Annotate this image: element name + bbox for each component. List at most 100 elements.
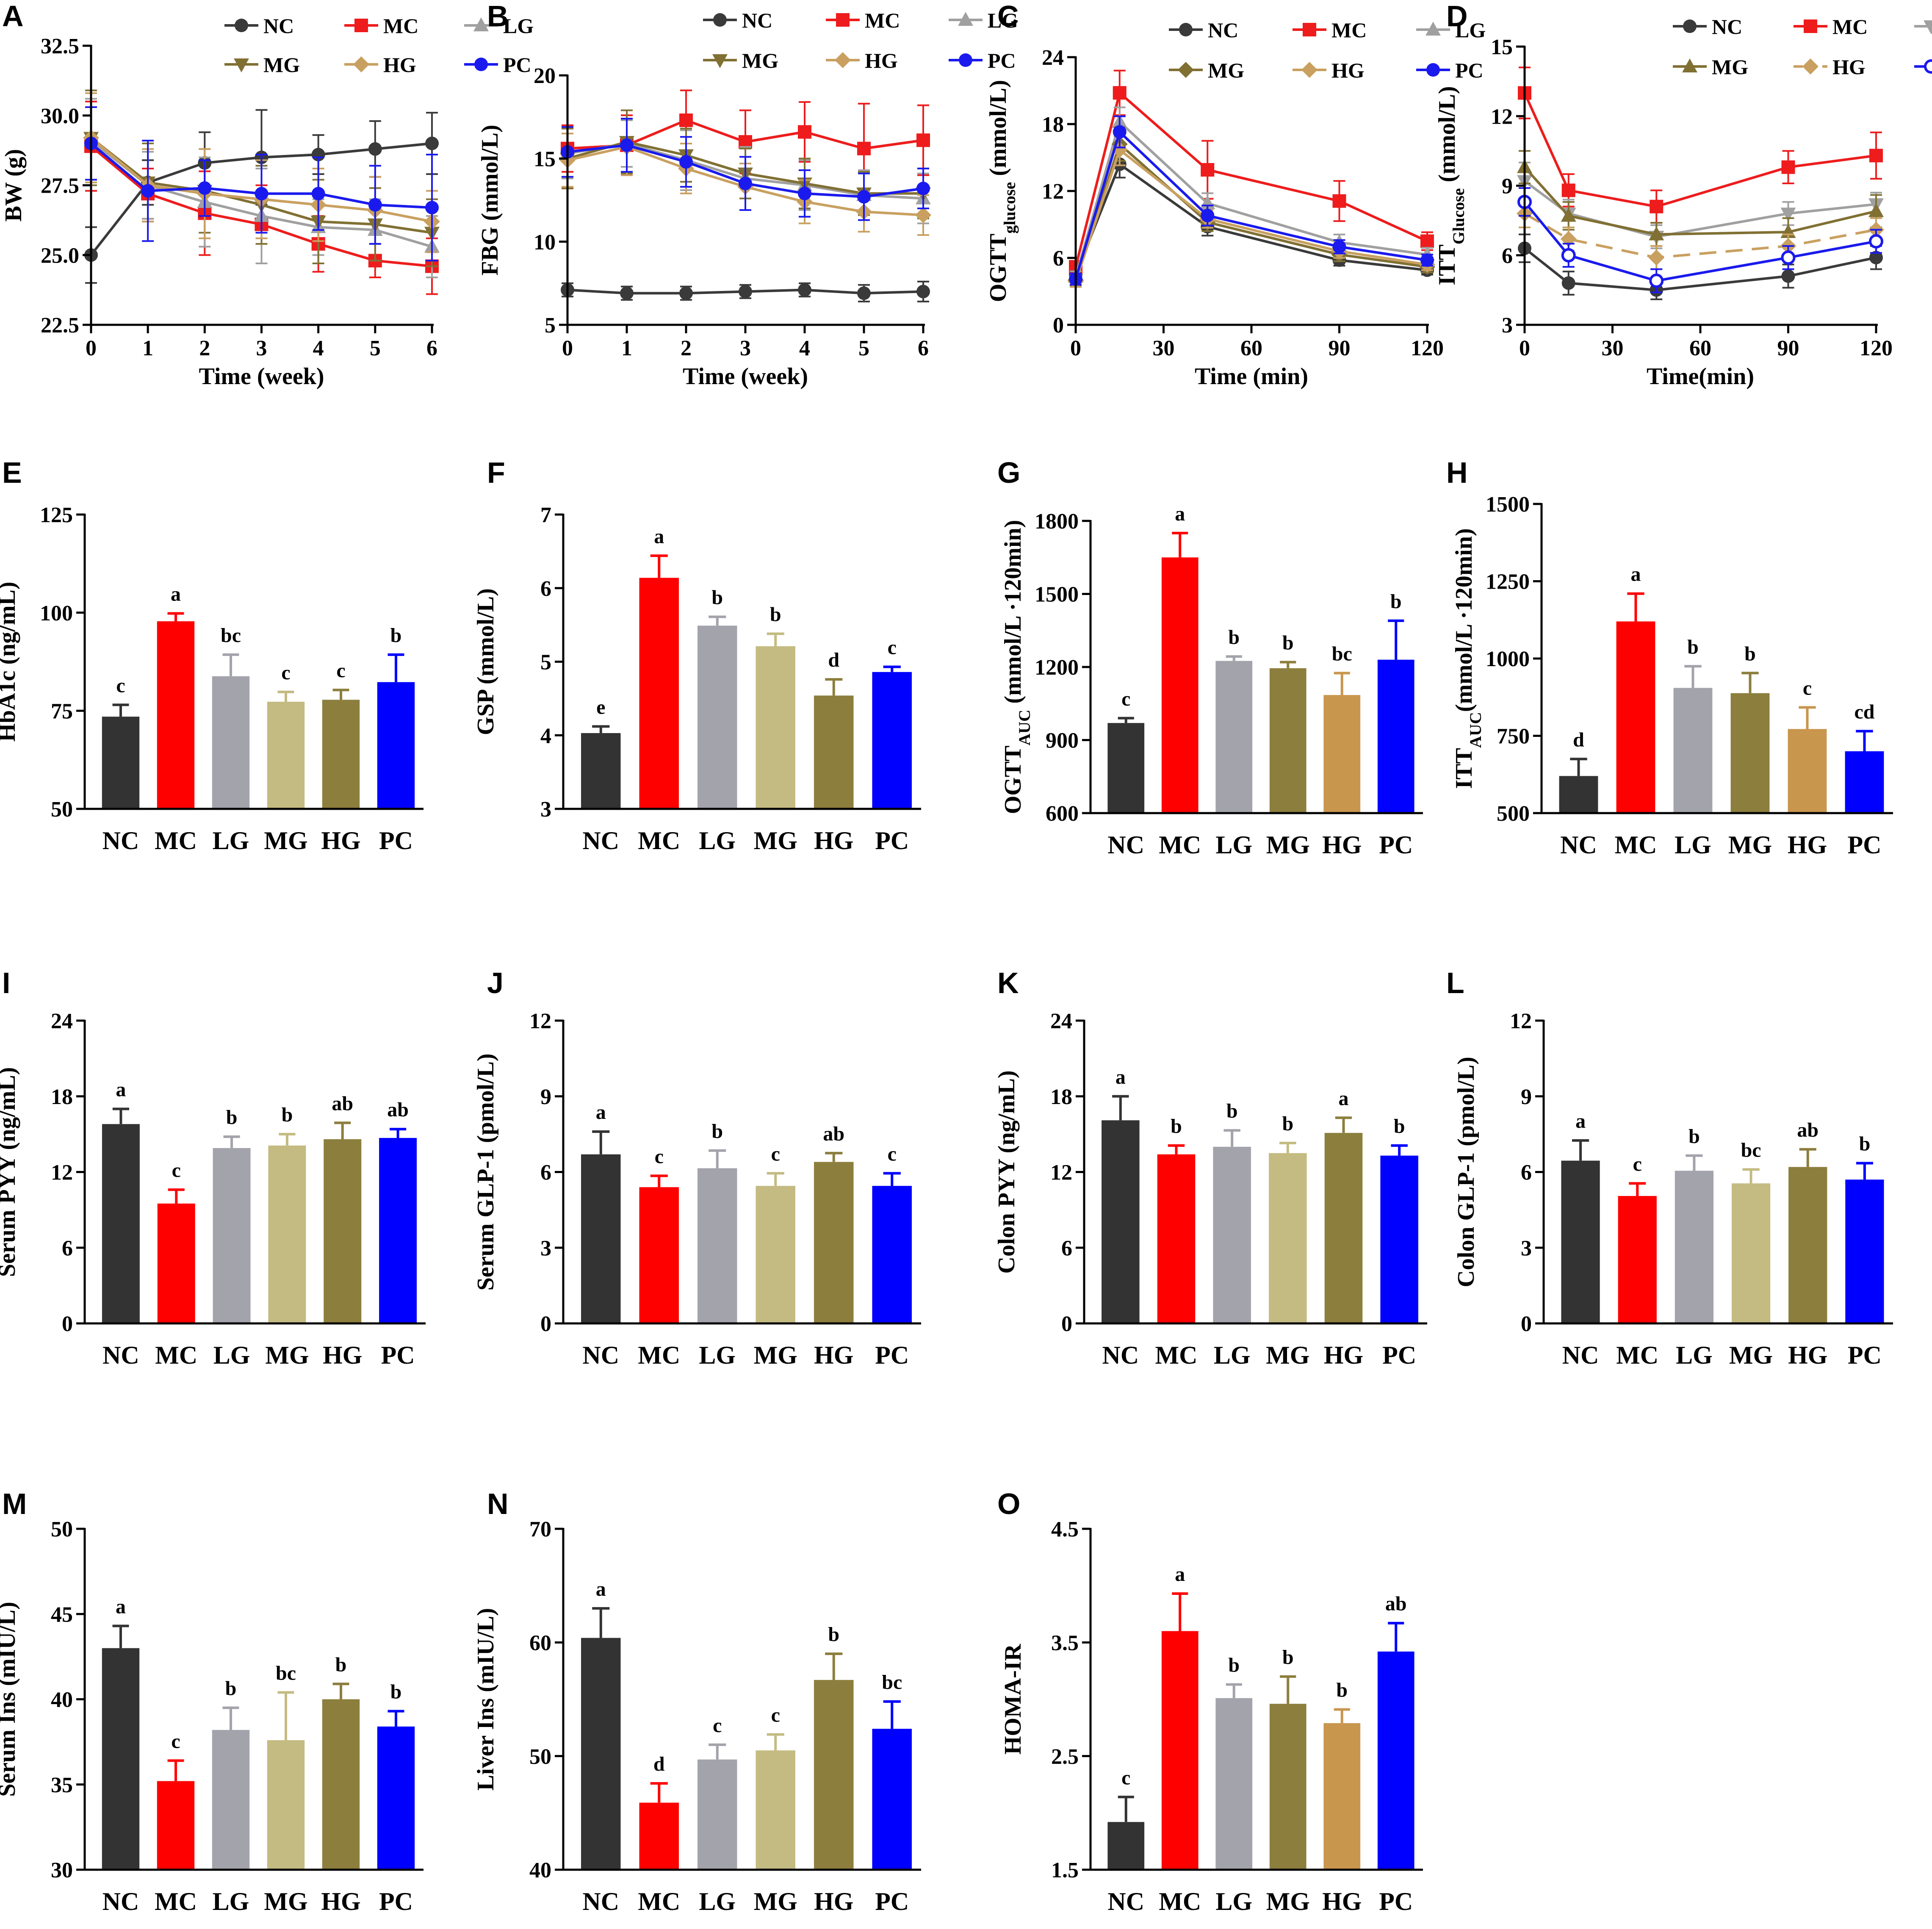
x-axis-label: Time (min)	[1195, 363, 1308, 390]
data-point	[198, 181, 212, 195]
bar-pc	[1845, 751, 1884, 813]
bar-hg	[1788, 729, 1827, 813]
legend-marker	[1178, 62, 1194, 78]
data-point	[916, 285, 930, 299]
series-mc	[1518, 66, 1883, 224]
x-tick-label: MC	[155, 1341, 197, 1369]
bar-mg	[267, 702, 305, 809]
bar-mc	[157, 1781, 195, 1870]
x-tick-label: MG	[1728, 831, 1772, 859]
bar-mg	[756, 646, 795, 809]
significance-letter: ab	[332, 1092, 353, 1115]
legend-marker	[1303, 23, 1316, 36]
bar-lg	[212, 676, 250, 809]
significance-letter: ab	[1385, 1593, 1407, 1615]
legend-label: HG	[383, 53, 416, 77]
x-tick-label: MG	[1729, 1341, 1773, 1369]
significance-letter: bc	[221, 624, 241, 647]
panel-letter: J	[487, 966, 504, 999]
panel-letter: D	[1446, 0, 1468, 33]
bar-hg	[324, 1139, 362, 1323]
data-point	[620, 138, 634, 152]
y-tick-label: 6	[540, 577, 551, 601]
legend-marker	[1425, 22, 1441, 36]
legend-label: LG	[503, 14, 534, 38]
x-tick-label: MC	[1615, 831, 1657, 859]
data-point	[1420, 234, 1434, 248]
significance-letter: c	[713, 1714, 722, 1737]
x-tick-label: MG	[754, 1887, 797, 1915]
bar-lg	[212, 1730, 250, 1870]
y-axis-label: FBG (mmol/L)	[477, 125, 503, 275]
significance-letter: c	[116, 674, 125, 697]
bar-mc	[1157, 1154, 1196, 1323]
data-point	[739, 177, 752, 191]
x-tick-label: HG	[814, 827, 853, 855]
significance-letter: b	[711, 587, 723, 609]
bar-nc	[581, 733, 621, 809]
legend-marker	[235, 19, 248, 32]
x-tick-label: NC	[1560, 831, 1597, 859]
x-tick-label: HG	[814, 1887, 853, 1915]
y-tick-label: 12	[1050, 1161, 1072, 1185]
y-tick-label: 27.5	[41, 174, 79, 198]
y-tick-label: 50	[51, 797, 73, 822]
bar-nc	[581, 1638, 621, 1870]
legend-label: LG	[988, 8, 1018, 32]
x-tick-label: MC	[155, 1887, 197, 1915]
bar-pc	[872, 672, 912, 809]
data-point	[857, 190, 871, 204]
bar-lg	[1213, 1146, 1251, 1323]
x-tick-label: 5	[370, 336, 381, 360]
y-axis-label: BW (g)	[0, 149, 27, 222]
data-point	[1113, 86, 1127, 100]
y-tick-label: 35	[51, 1773, 73, 1797]
x-tick-label: 1	[621, 336, 632, 360]
bar-mc	[1618, 1196, 1657, 1323]
significance-letter: a	[1631, 563, 1641, 586]
significance-letter: b	[1394, 1115, 1405, 1137]
bar-hg	[814, 695, 854, 809]
significance-letter: b	[225, 1677, 237, 1700]
x-tick-label: NC	[1107, 831, 1144, 859]
bar-lg	[1675, 1171, 1714, 1323]
y-tick-label: 40	[529, 1858, 551, 1882]
significance-letter: b	[335, 1653, 347, 1676]
x-tick-label: NC	[582, 1887, 619, 1915]
y-tick-label: 7	[540, 503, 551, 527]
data-point	[1420, 253, 1434, 267]
significance-letter: b	[1282, 632, 1294, 654]
x-tick-label: PC	[379, 827, 413, 855]
bar-mc	[1616, 621, 1655, 813]
data-point	[798, 125, 811, 139]
data-point	[916, 133, 930, 147]
y-tick-label: 1250	[1486, 570, 1530, 594]
panel-letter: G	[997, 456, 1020, 489]
panel-letter: I	[2, 966, 10, 999]
data-point	[141, 184, 155, 198]
bar-hg	[814, 1680, 854, 1870]
data-point	[1332, 240, 1346, 254]
x-tick-label: PC	[1382, 1341, 1416, 1369]
significance-letter: c	[336, 659, 345, 682]
y-tick-label: 1800	[1035, 509, 1079, 534]
y-tick-label: 15	[1491, 35, 1513, 59]
bar-hg	[1323, 695, 1361, 813]
x-tick-label: 0	[1070, 336, 1081, 360]
legend-label: MC	[1331, 18, 1367, 42]
x-tick-label: 60	[1240, 336, 1262, 360]
bar-mc	[157, 1203, 195, 1323]
y-tick-label: 500	[1497, 802, 1530, 826]
y-axis-label: Serum Ins (mIU/L)	[0, 1602, 20, 1796]
legend-label: NC	[742, 8, 772, 32]
x-tick-label: NC	[102, 1887, 139, 1915]
panel-letter: E	[2, 456, 22, 489]
y-tick-label: 3	[1502, 313, 1513, 338]
legend-marker	[836, 13, 850, 27]
legend-label: MG	[1208, 58, 1244, 82]
data-point	[1781, 160, 1795, 174]
y-tick-label: 18	[1042, 113, 1064, 137]
x-tick-label: 0	[1519, 336, 1530, 360]
data-point	[1868, 203, 1884, 217]
